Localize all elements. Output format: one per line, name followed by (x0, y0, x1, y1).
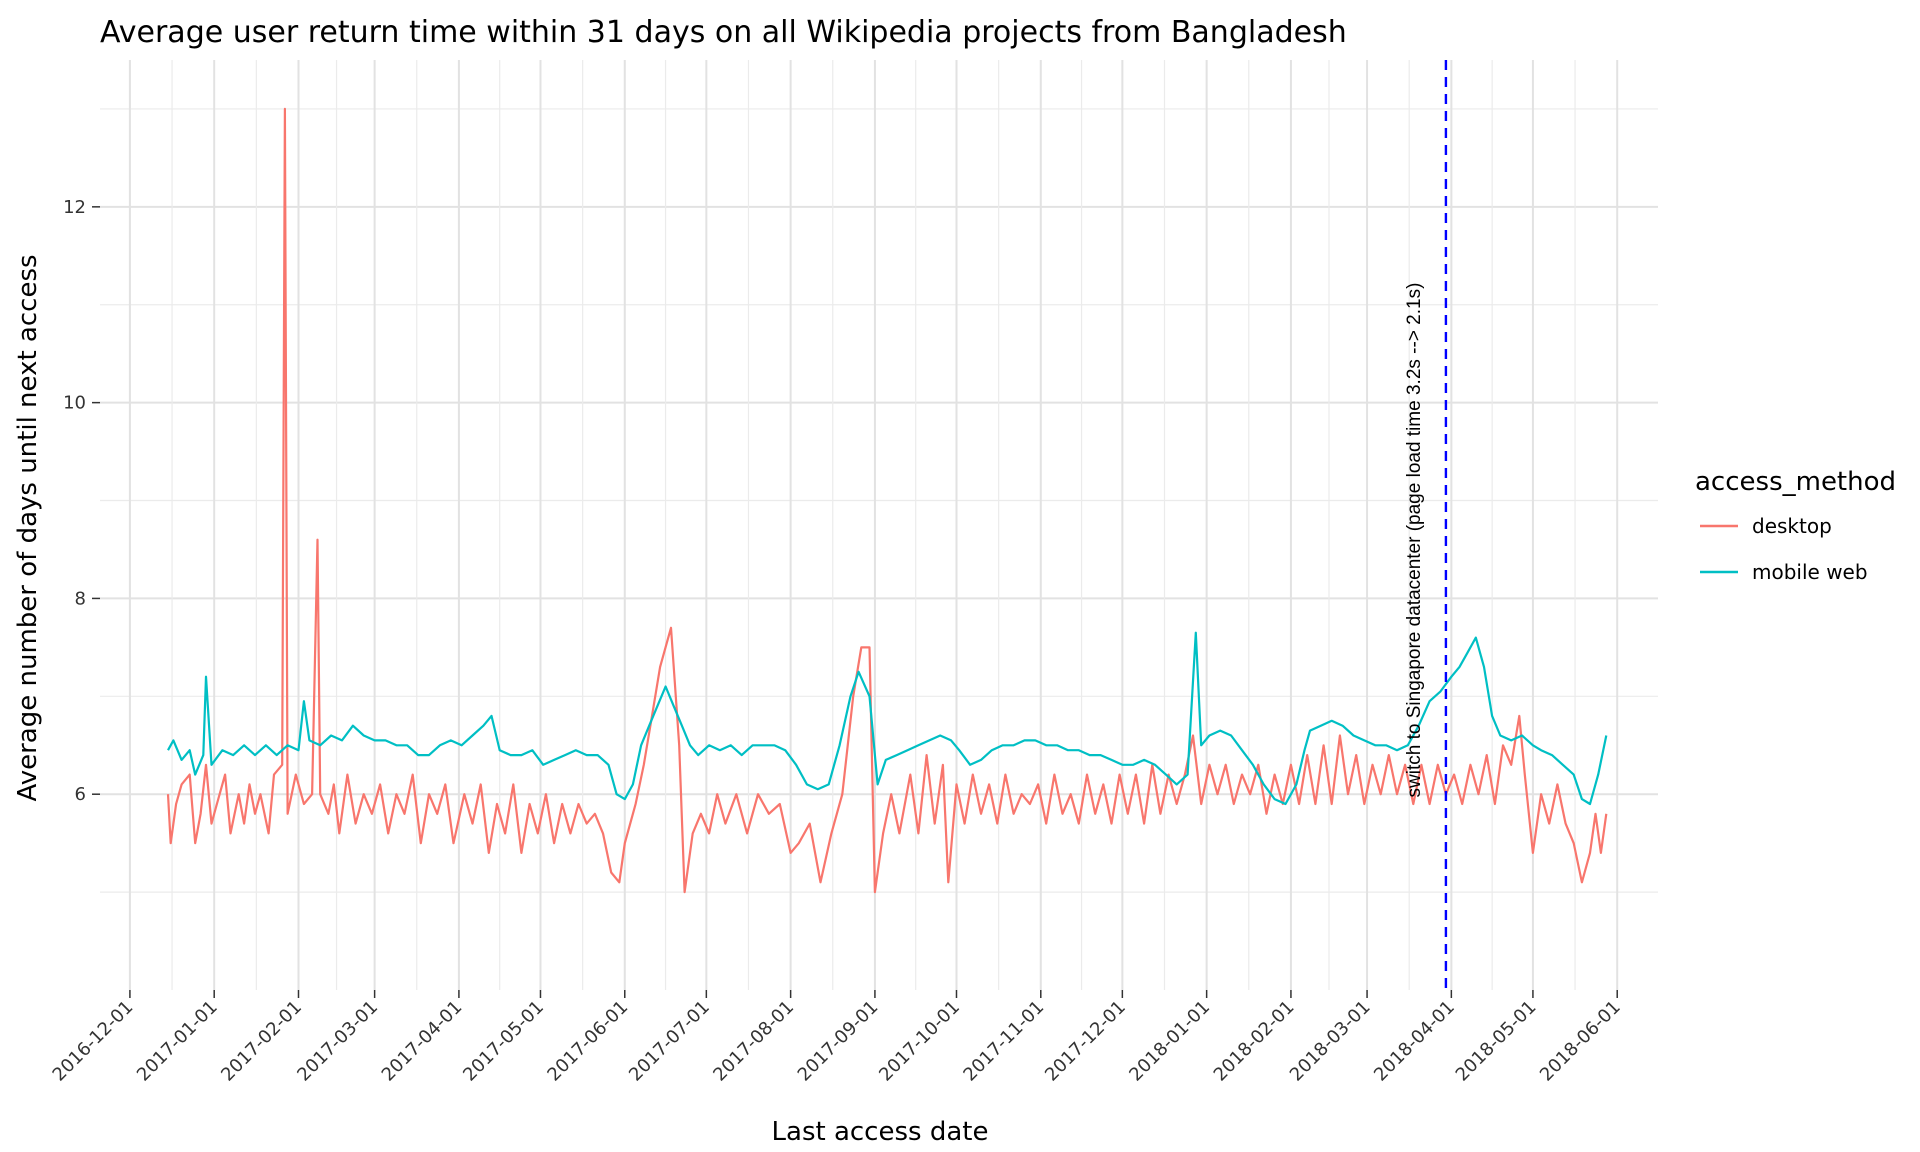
legend-title: access_method (1695, 467, 1896, 497)
x-tick-label: 2016-12-01 (49, 997, 138, 1086)
x-tick-label: 2017-04-01 (378, 997, 467, 1086)
chart-title: Average user return time within 31 days … (100, 15, 1347, 50)
y-tick-label: 12 (63, 197, 86, 218)
plot-panel (100, 60, 1658, 990)
x-tick-label: 2017-08-01 (709, 997, 798, 1086)
x-tick-label: 2017-12-01 (1041, 997, 1130, 1086)
plot-background (100, 60, 1658, 990)
x-tick-label: 2017-11-01 (959, 997, 1048, 1086)
legend: access_method desktop mobile web (1695, 467, 1896, 584)
x-tick-label: 2017-06-01 (543, 997, 632, 1086)
x-tick-label: 2017-01-01 (133, 997, 222, 1086)
x-tick-label: 2018-06-01 (1536, 997, 1625, 1086)
x-tick-label: 2017-07-01 (625, 997, 714, 1086)
grid-lines (100, 60, 1658, 990)
x-tick-label: 2018-02-01 (1210, 997, 1299, 1086)
x-tick-label: 2018-03-01 (1286, 997, 1375, 1086)
y-tick-label: 8 (75, 588, 86, 609)
x-tick-label: 2017-03-01 (293, 997, 382, 1086)
series-lines (166, 107, 1608, 894)
x-tick-label: 2018-05-01 (1452, 997, 1541, 1086)
y-tick-label: 6 (75, 784, 86, 805)
x-axis-label: Last access date (772, 1117, 989, 1147)
annotation-layer: switch to Singapore datacenter (page loa… (1404, 60, 1448, 990)
annotation-text: switch to Singapore datacenter (page loa… (1404, 283, 1425, 798)
legend-label-mobile-web: mobile web (1752, 560, 1868, 584)
legend-label-desktop: desktop (1752, 514, 1832, 538)
y-tick-label: 10 (63, 393, 86, 414)
y-axis-label: Average number of days until next access (13, 254, 43, 801)
series-line-mobile-web (167, 631, 1608, 806)
x-tick-label: 2017-09-01 (794, 997, 883, 1086)
x-tick-label: 2018-04-01 (1370, 997, 1459, 1086)
x-tick-label: 2017-05-01 (459, 997, 548, 1086)
x-tick-label: 2017-02-01 (217, 997, 306, 1086)
x-tick-label: 2018-01-01 (1125, 997, 1214, 1086)
series-line-desktop (166, 107, 1608, 894)
x-tick-label: 2017-10-01 (875, 997, 964, 1086)
